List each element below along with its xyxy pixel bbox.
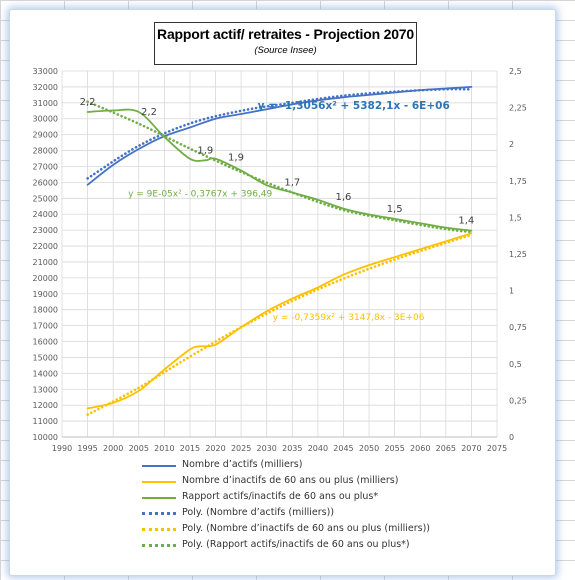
y-left-tick-label: 19000: [33, 290, 58, 299]
x-tick-label: 2045: [333, 444, 353, 453]
x-tick-label: 2025: [231, 444, 251, 453]
legend-entry: Poly. (Rapport actifs/inactifs de 60 ans…: [142, 538, 442, 554]
chart-area[interactable]: [10, 10, 555, 575]
chart-legend: Nombre d’actifs (milliers) Nombre d’inact…: [142, 458, 442, 554]
y-left-tick-label: 32000: [33, 83, 58, 92]
x-tick-label: 2010: [154, 444, 174, 453]
y-left-tick-label: 28000: [33, 147, 58, 156]
y-left-tick-label: 13000: [33, 385, 58, 394]
legend-swatch: [142, 512, 176, 515]
data-label: 1,6: [336, 192, 352, 203]
y-left-tick-label: 11000: [33, 417, 58, 426]
legend-label: Poly. (Rapport actifs/inactifs de 60 ans…: [182, 539, 410, 550]
y-left-tick-label: 26000: [33, 178, 58, 187]
x-tick-label: 1990: [52, 444, 72, 453]
y-right-tick-label: 1,75: [509, 177, 527, 186]
data-label: 1,9: [228, 153, 244, 164]
legend-entry: Nombre d’actifs (milliers): [142, 458, 442, 474]
y-right-tick-label: 1,25: [509, 250, 527, 259]
y-left-tick-label: 18000: [33, 306, 58, 315]
data-label: 1,5: [387, 204, 403, 215]
y-left-tick-label: 31000: [33, 99, 58, 108]
y-left-tick-label: 14000: [33, 369, 58, 378]
y-left-tick-label: 29000: [33, 131, 58, 140]
y-right-tick-label: 1,5: [509, 213, 522, 222]
gridlines: [61, 70, 498, 438]
y-right-tick-label: 0,5: [509, 360, 522, 369]
x-tick-label: 2065: [436, 444, 456, 453]
x-tick-label: 2020: [205, 444, 225, 453]
y-left-tick-label: 23000: [33, 226, 58, 235]
legend-label: Nombre d’inactifs de 60 ans ou plus (mil…: [182, 475, 399, 486]
x-tick-label: 2030: [257, 444, 277, 453]
legend-entry: Poly. (Nombre d’actifs (milliers)): [142, 506, 442, 522]
legend-label: Rapport actifs/inactifs de 60 ans ou plu…: [182, 491, 379, 502]
x-tick-label: 2075: [487, 444, 507, 453]
legend-swatch: [142, 481, 176, 483]
y-left-tick-label: 17000: [33, 322, 58, 331]
y-left-tick-label: 30000: [33, 115, 58, 124]
series-line-poly-rapport-actifs-inactifs-de-60-ans-ou-plus: [86, 100, 473, 234]
y-left-tick-label: 15000: [33, 353, 58, 362]
y-right-tick-label: 0: [509, 433, 514, 442]
chart-subtitle: (Source Insee): [254, 45, 317, 56]
data-label: 1,4: [458, 216, 474, 227]
legend-label: Nombre d’actifs (milliers): [182, 459, 303, 470]
data-labels: 2,2 2,2 1,9 1,9 1,7 1,6 1,5 1,4: [80, 97, 475, 227]
legend-entry: Rapport actifs/inactifs de 60 ans ou plu…: [142, 490, 442, 506]
y-right-tick-label: 0,25: [509, 396, 527, 405]
x-tick-label: 2060: [410, 444, 430, 453]
legend-swatch: [142, 528, 176, 531]
series-line-rapport-actifs-inactifs-de-60-ans-ou-plus: [86, 108, 473, 232]
x-tick-label: 2005: [129, 444, 149, 453]
data-label: 1,7: [284, 178, 300, 189]
data-label: 2,2: [80, 97, 96, 108]
x-tick-label: 2015: [180, 444, 200, 453]
legend-entry: Poly. (Nombre d’inactifs de 60 ans ou pl…: [142, 522, 442, 538]
legend-entry: Nombre d’inactifs de 60 ans ou plus (mil…: [142, 474, 442, 490]
data-label: 1,9: [197, 145, 213, 156]
y-left-tick-label: 12000: [33, 401, 58, 410]
y-left-tick-label: 25000: [33, 194, 58, 203]
legend-label: Poly. (Nombre d’actifs (milliers)): [182, 507, 335, 518]
series-line-nombre-d-inactifs-de-60-ans-ou-plus-milliers: [86, 232, 473, 410]
y-left-tick-label: 22000: [33, 242, 58, 251]
data-label: 2,2: [141, 107, 157, 118]
y-right-tick-label: 2,5: [509, 67, 522, 76]
trendline-equation: y = 9E-05x² - 0,3767x + 396,49: [128, 190, 272, 200]
x-tick-label: 2055: [384, 444, 404, 453]
chart-title: Rapport actif/ retraites - Projection 20…: [157, 26, 414, 42]
y-left-tick-label: 16000: [33, 338, 58, 347]
x-tick-label: 2050: [359, 444, 379, 453]
series-lines: [86, 86, 473, 416]
y-left-tick-label: 27000: [33, 162, 58, 171]
legend-swatch: [142, 497, 176, 499]
y-right-tick-label: 2,25: [509, 104, 527, 113]
y-left-tick-label: 24000: [33, 210, 58, 219]
y-right-tick-label: 1: [509, 287, 514, 296]
trendline-equation: y = -0,7359x² + 3147,8x - 3E+06: [273, 313, 425, 323]
legend-swatch: [142, 465, 176, 467]
legend-swatch: [142, 544, 176, 547]
x-tick-label: 2035: [282, 444, 302, 453]
x-tick-label: 2000: [103, 444, 123, 453]
x-tick-label: 1995: [77, 444, 97, 453]
y-left-tick-label: 33000: [33, 67, 58, 76]
y-right-tick-label: 2: [509, 140, 514, 149]
trendline-equation: y = -1,3056x² + 5382,1x - 6E+06: [258, 100, 450, 112]
y-right-tick-label: 0,75: [509, 323, 527, 332]
series-line-poly-nombre-d-actifs-milliers: [86, 87, 473, 180]
x-tick-label: 2040: [308, 444, 328, 453]
legend-label: Poly. (Nombre d’inactifs de 60 ans ou pl…: [182, 523, 431, 534]
axes: 1000011000120001300014000150001600017000…: [33, 67, 527, 453]
y-left-tick-label: 21000: [33, 258, 58, 267]
x-tick-label: 2070: [461, 444, 481, 453]
y-left-tick-label: 10000: [33, 433, 58, 442]
chart-title-box: Rapport actif/ retraites - Projection 20…: [154, 22, 417, 65]
y-left-tick-label: 20000: [33, 274, 58, 283]
series-line-poly-nombre-d-inactifs-de-60-ans-ou-plus-milliers: [86, 233, 473, 416]
trendline-equations: y = -1,3056x² + 5382,1x - 6E+06 y = 9E-05…: [128, 100, 450, 323]
